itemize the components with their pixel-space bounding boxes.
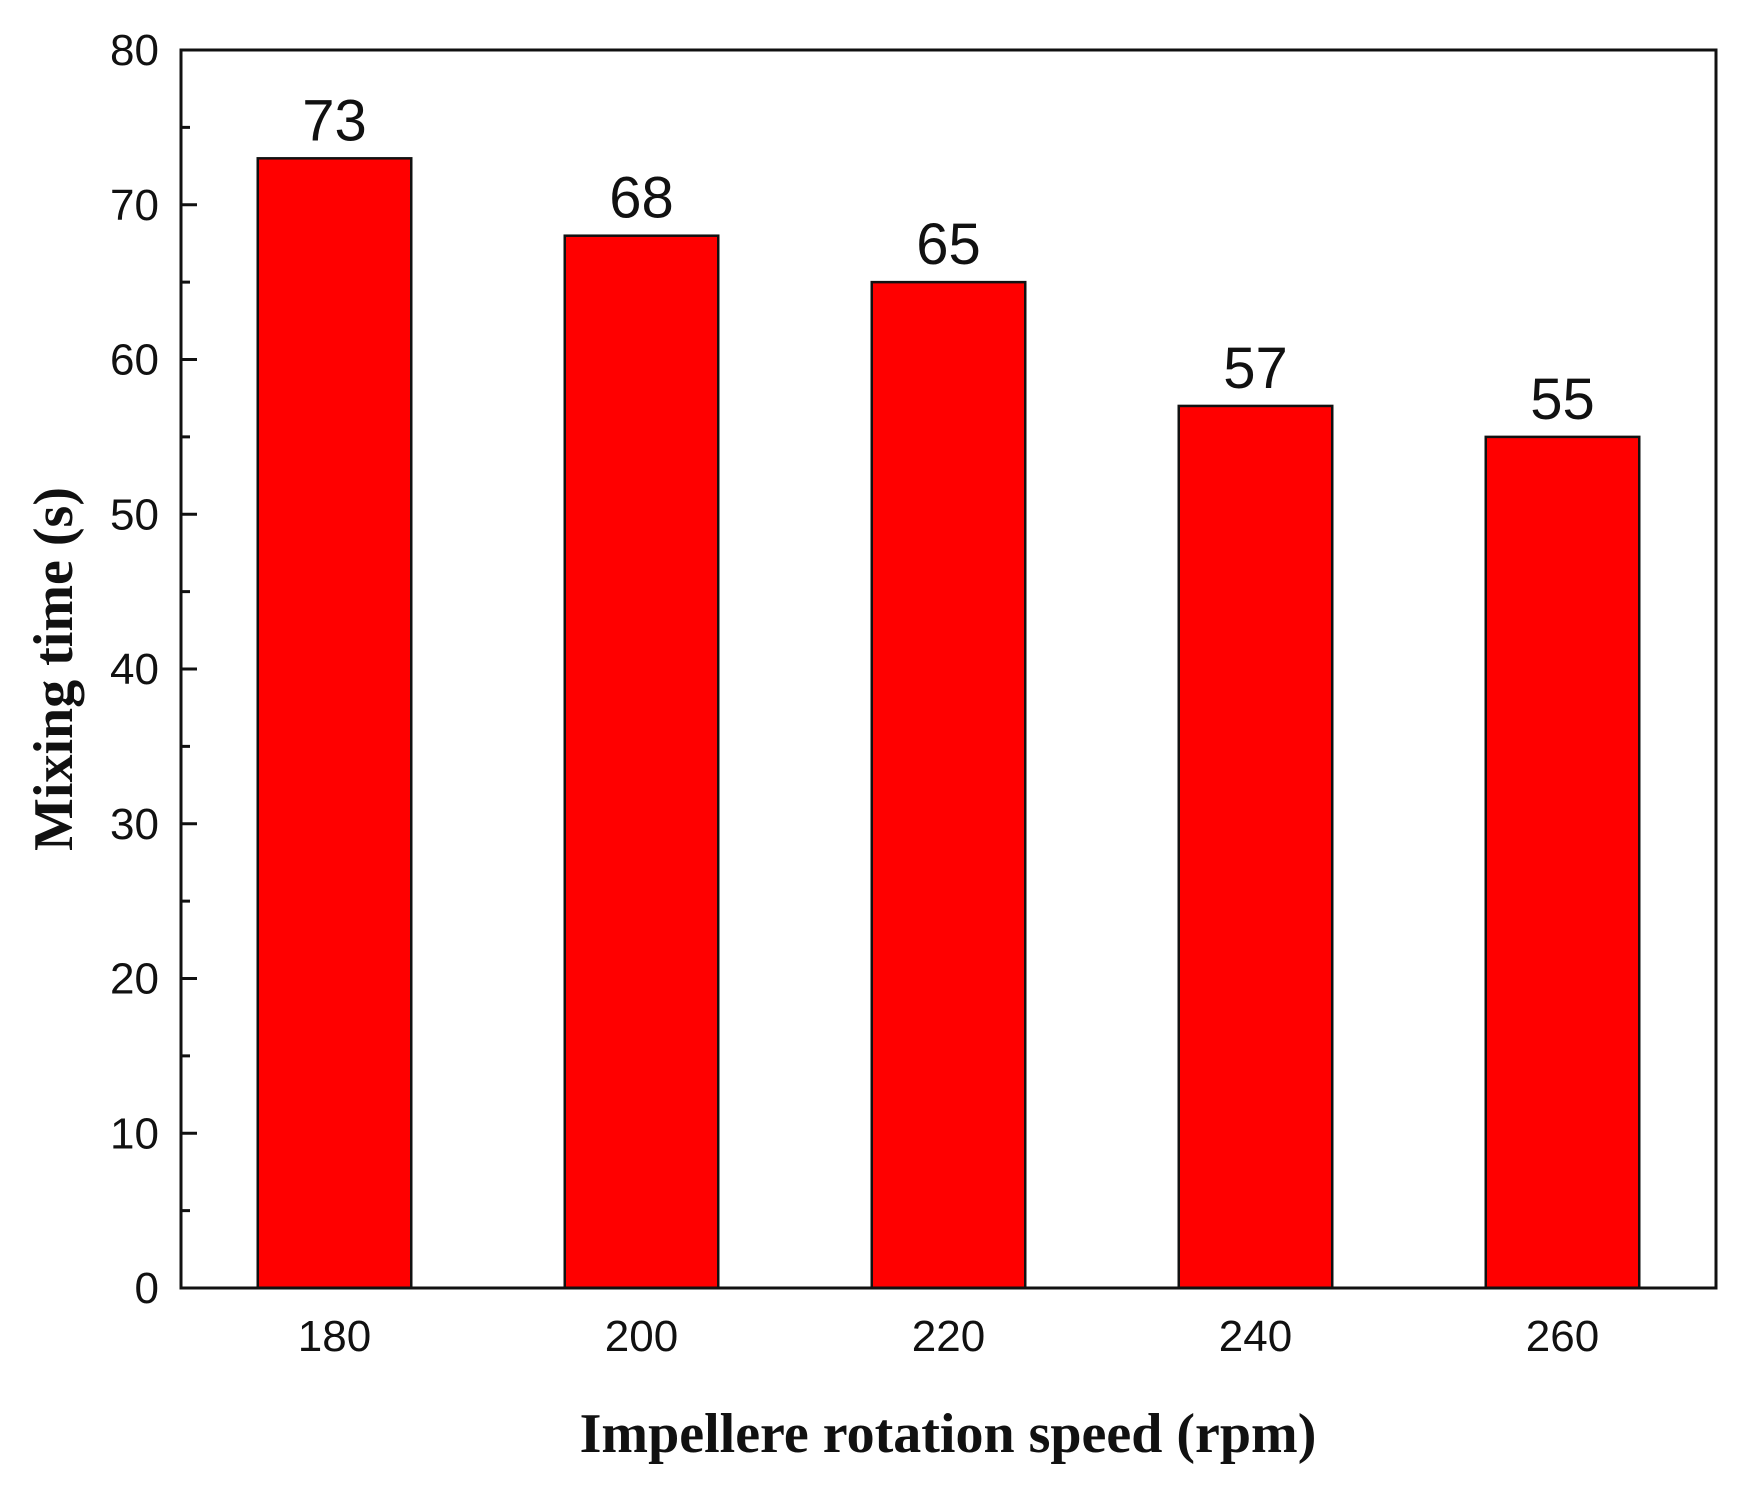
bar-260 — [1484, 435, 1641, 1290]
bar-220 — [870, 280, 1027, 1290]
x-tick-label: 260 — [1526, 1312, 1599, 1361]
y-axis-title: Mixing time (s) — [23, 487, 85, 851]
y-tick-label: 30 — [110, 800, 159, 849]
y-tick-label: 50 — [110, 490, 159, 539]
x-tick-label: 200 — [605, 1312, 678, 1361]
plot-area-frame — [179, 48, 1718, 1290]
y-tick-label: 40 — [110, 645, 159, 694]
y-tick-label: 60 — [110, 336, 159, 385]
bar-200 — [563, 234, 720, 1290]
data-label-200: 68 — [609, 166, 674, 231]
x-axis-ticks: 180 200 220 240 260 — [298, 1272, 1599, 1361]
data-label-180: 73 — [302, 88, 367, 153]
y-tick-label: 20 — [110, 955, 159, 1004]
y-tick-label: 10 — [110, 1109, 159, 1158]
x-tick-label: 240 — [1219, 1312, 1292, 1361]
x-axis-title: Impellere rotation speed (rpm) — [580, 1403, 1317, 1465]
bar-240 — [1177, 404, 1334, 1290]
x-tick-label: 180 — [298, 1312, 371, 1361]
data-labels: 73 68 65 57 55 — [302, 88, 1595, 432]
bar-180 — [256, 157, 413, 1290]
data-label-260: 55 — [1530, 367, 1595, 432]
x-tick-label: 220 — [912, 1312, 985, 1361]
data-label-220: 65 — [916, 212, 981, 277]
y-tick-label: 80 — [110, 26, 159, 75]
data-label-240: 57 — [1223, 336, 1288, 401]
y-tick-label: 70 — [110, 181, 159, 230]
y-axis-ticks: 0 10 20 30 40 50 60 70 80 — [110, 26, 197, 1313]
y-tick-label: 0 — [135, 1264, 159, 1313]
bar-series — [256, 157, 1641, 1290]
